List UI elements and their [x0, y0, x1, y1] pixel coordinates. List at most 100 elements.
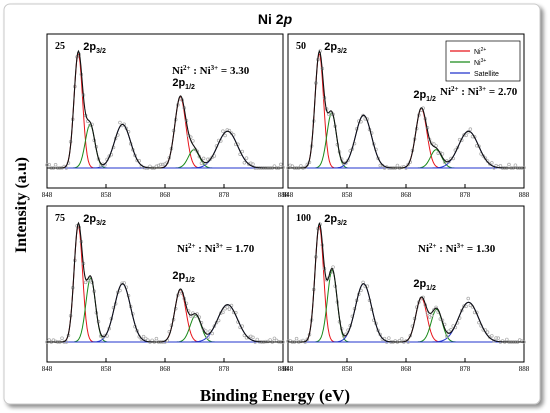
x-tick-label: 848 — [283, 191, 294, 199]
peak-label-2p3-2: 2p3/2 — [324, 213, 347, 227]
data-point — [294, 336, 299, 341]
data-point — [223, 133, 227, 138]
data-point — [204, 161, 208, 166]
data-point — [507, 162, 511, 167]
data-point — [206, 157, 210, 162]
data-point — [498, 163, 503, 168]
ratio-sup-2plus: 2+ — [188, 242, 196, 250]
ratio-label: Ni2+ : Ni3+ = 1.70 — [177, 242, 255, 255]
data-point — [378, 163, 383, 168]
data-point — [163, 162, 167, 166]
data-point — [83, 280, 88, 285]
figure-title: Ni 2p — [258, 11, 293, 27]
envelope-fit-line — [288, 49, 524, 169]
peak-label-2p3-2: 2p3/2 — [83, 41, 106, 55]
data-point — [462, 304, 466, 308]
data-point — [425, 311, 430, 316]
ratio-sup-3plus: 3+ — [457, 242, 465, 250]
legend-ni2-label: Ni2+ — [474, 47, 486, 56]
data-point — [445, 334, 449, 338]
data-point — [288, 163, 292, 168]
peak-label-main: 2p — [413, 278, 426, 290]
peak-label-main: 2p — [413, 89, 426, 101]
x-tick-label: 888 — [519, 191, 530, 199]
data-point — [305, 337, 310, 342]
data-point — [255, 337, 260, 342]
panel-label: 75 — [55, 213, 65, 224]
data-point — [268, 338, 272, 342]
ratio-value: = 1.30 — [464, 243, 496, 255]
peak-label-main: 2p — [83, 41, 96, 53]
ratio-sup-2plus: 2+ — [183, 64, 191, 72]
ratio-ni: Ni — [172, 65, 183, 77]
ratio-label: Ni2+ : Ni3+ = 1.30 — [418, 242, 496, 255]
data-point — [399, 337, 404, 341]
panel-label: 100 — [296, 213, 311, 224]
x-axis-label: Binding Energy (eV) — [200, 386, 350, 405]
data-point — [223, 307, 227, 311]
data-point — [286, 339, 290, 343]
ratio-value: = 2.70 — [486, 86, 518, 98]
x-tick-label: 848 — [283, 365, 294, 373]
data-point — [468, 127, 473, 131]
data-point — [395, 163, 400, 168]
peak-label-2p1-2: 2p1/2 — [413, 89, 436, 103]
data-point — [331, 265, 335, 269]
ratio-ni: Ni — [418, 243, 429, 255]
x-tick-label: 858 — [101, 365, 112, 373]
legend-satellite-text: Satellite — [474, 71, 499, 78]
data-point — [199, 161, 204, 165]
x-tick-label: 868 — [401, 365, 412, 373]
data-point — [143, 336, 148, 341]
x-tick-label: 868 — [160, 191, 171, 199]
peak-label-2p3-2: 2p3/2 — [324, 41, 347, 55]
peak-label-sub: 3/2 — [96, 220, 106, 227]
ratio-mid: : Ni — [196, 243, 216, 255]
data-point — [242, 161, 247, 165]
peak-label-sub: 1/2 — [185, 84, 195, 91]
data-point — [47, 338, 51, 342]
data-point — [279, 162, 283, 167]
data-point — [460, 308, 464, 313]
peak-label-sub: 3/2 — [337, 220, 347, 227]
data-point — [221, 129, 225, 133]
data-point — [485, 330, 490, 334]
x-tick-label: 868 — [160, 365, 171, 373]
data-point — [299, 164, 303, 168]
ratio-label: Ni2+ : Ni3+ = 2.70 — [440, 85, 518, 98]
data-point — [496, 336, 501, 340]
x-tick-label: 888 — [519, 365, 530, 373]
data-point — [466, 296, 470, 301]
data-point — [210, 331, 214, 336]
x-tick-label: 848 — [42, 365, 53, 373]
x-tick-label: 868 — [401, 191, 412, 199]
ratio-sup-2plus: 2+ — [451, 85, 459, 93]
panel-label: 25 — [55, 41, 65, 52]
x-tick-label: 878 — [460, 365, 471, 373]
data-point — [432, 308, 436, 312]
peak-label-2p3-2: 2p3/2 — [83, 213, 106, 227]
data-point — [432, 142, 436, 146]
peak-label-sub: 3/2 — [337, 48, 347, 55]
figure-title-italic: p — [283, 11, 293, 27]
x-tick-label: 858 — [101, 191, 112, 199]
data-point — [462, 133, 466, 137]
panel-frame — [287, 205, 525, 363]
x-tick-label: 858 — [342, 191, 353, 199]
legend-ni3-text: Ni — [474, 60, 481, 67]
peak-label-main: 2p — [324, 213, 337, 225]
data-point — [406, 162, 410, 167]
x-tick-label: 858 — [342, 365, 353, 373]
peak-label-sub: 1/2 — [185, 277, 195, 284]
data-point — [430, 313, 434, 318]
legend-ni2-text: Ni — [474, 49, 481, 56]
peak-label-sub: 1/2 — [426, 96, 436, 103]
ratio-ni: Ni — [440, 86, 451, 98]
data-point — [494, 336, 498, 340]
legend-ni2-sup: 2+ — [481, 47, 487, 53]
